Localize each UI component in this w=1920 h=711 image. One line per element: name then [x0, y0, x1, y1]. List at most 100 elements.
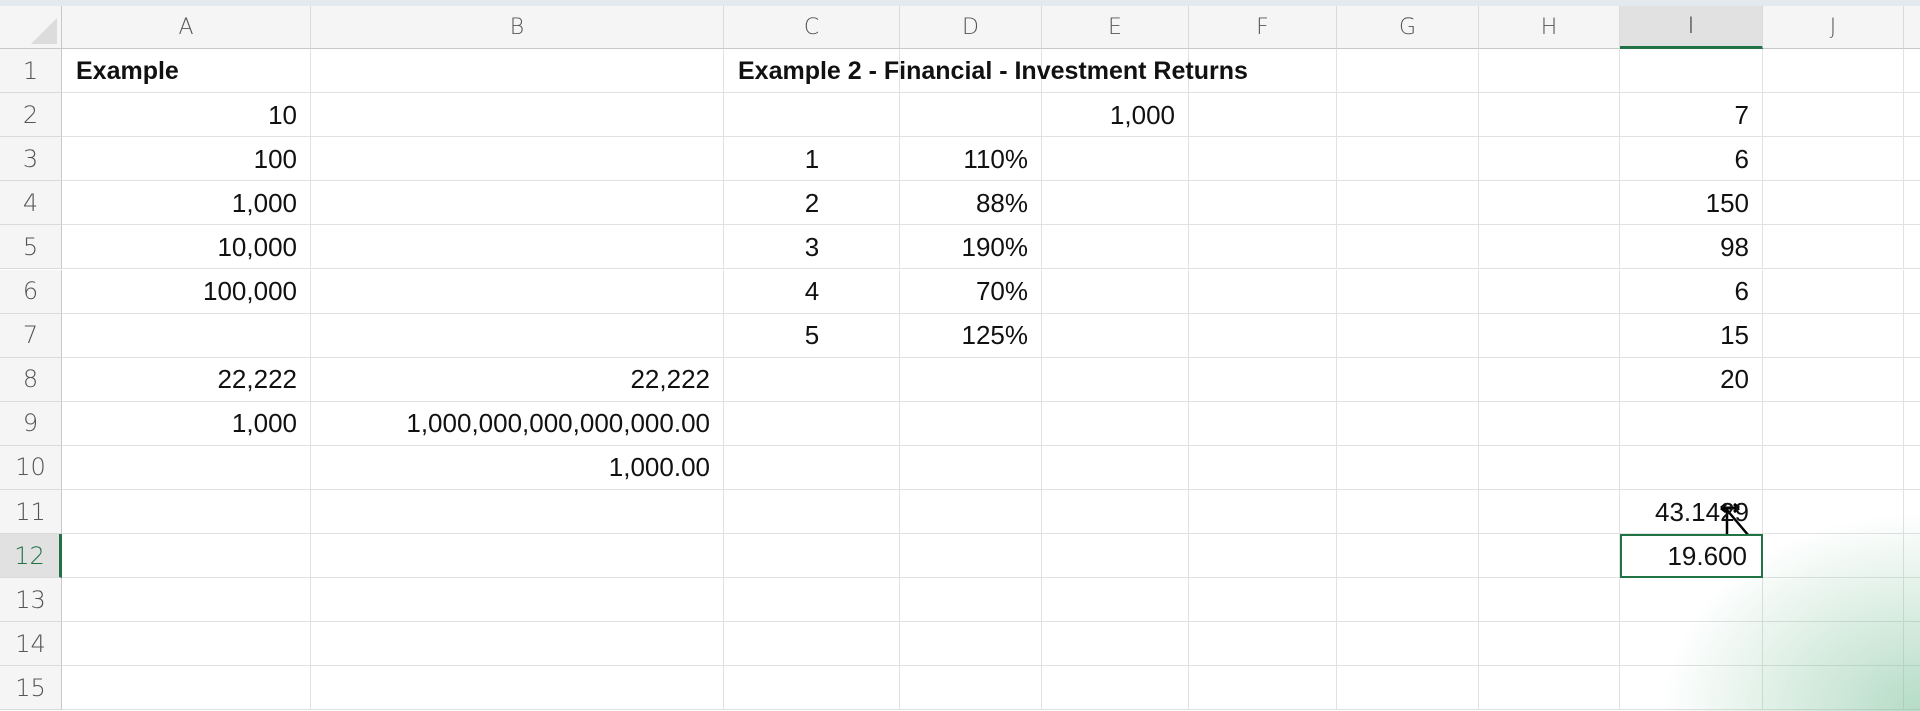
empty-cell[interactable] — [1042, 578, 1189, 623]
empty-cell[interactable] — [900, 666, 1042, 711]
empty-cell[interactable] — [1337, 490, 1479, 535]
select-all-button[interactable] — [0, 6, 62, 49]
empty-cell[interactable] — [1042, 181, 1189, 226]
empty-cell[interactable] — [724, 622, 900, 667]
empty-cell[interactable] — [1479, 666, 1620, 711]
empty-cell[interactable] — [1479, 313, 1620, 358]
cell-a1[interactable]: Example — [76, 56, 179, 85]
empty-cell[interactable] — [1337, 93, 1479, 138]
empty-cell[interactable] — [1337, 313, 1479, 358]
empty-cell[interactable] — [1189, 622, 1337, 667]
empty-cell[interactable] — [1904, 446, 1920, 490]
empty-cell[interactable] — [1620, 49, 1763, 94]
cell-a8[interactable]: 22,222 — [217, 364, 297, 395]
row-header-11[interactable]: 11 — [0, 490, 62, 535]
empty-cell[interactable] — [62, 357, 311, 402]
empty-cell[interactable] — [1904, 666, 1920, 711]
empty-cell[interactable] — [62, 401, 311, 446]
empty-cell[interactable] — [311, 578, 724, 623]
cell-a4[interactable]: 1,000 — [231, 187, 297, 218]
cell-c7[interactable]: 5 — [804, 320, 820, 351]
empty-cell[interactable] — [724, 490, 900, 535]
empty-cell[interactable] — [724, 181, 900, 226]
column-header-b[interactable]: B — [311, 6, 724, 49]
empty-cell[interactable] — [724, 401, 900, 446]
cell-i7[interactable]: 15 — [1720, 320, 1749, 351]
empty-cell[interactable] — [724, 357, 900, 402]
empty-cell[interactable] — [1042, 269, 1189, 314]
empty-cell[interactable] — [1337, 49, 1479, 94]
empty-cell[interactable] — [900, 313, 1042, 358]
empty-cell[interactable] — [311, 622, 724, 667]
empty-cell[interactable] — [62, 666, 311, 711]
empty-cell[interactable] — [311, 445, 724, 490]
empty-cell[interactable] — [1189, 357, 1337, 402]
cell-i12[interactable]: 19.600 — [1620, 534, 1763, 579]
cell-c6[interactable]: 4 — [804, 276, 820, 307]
cell-c3[interactable]: 1 — [804, 143, 820, 174]
empty-cell[interactable] — [724, 269, 900, 314]
empty-cell[interactable] — [1763, 181, 1904, 226]
empty-cell[interactable] — [1479, 225, 1620, 270]
empty-cell[interactable] — [1620, 225, 1763, 270]
empty-cell[interactable] — [1189, 578, 1337, 623]
empty-cell[interactable] — [1189, 313, 1337, 358]
empty-cell[interactable] — [311, 357, 724, 402]
row-header-7[interactable]: 7 — [0, 313, 62, 358]
empty-cell[interactable] — [62, 313, 311, 358]
row-header-15[interactable]: 15 — [0, 666, 62, 711]
empty-cell[interactable] — [900, 269, 1042, 314]
empty-cell[interactable] — [900, 225, 1042, 270]
empty-cell[interactable] — [311, 401, 724, 446]
empty-cell[interactable] — [1189, 225, 1337, 270]
empty-cell[interactable] — [1337, 181, 1479, 226]
cell-c5[interactable]: 3 — [804, 231, 820, 262]
row-header-8[interactable]: 8 — [0, 357, 62, 402]
cell-i5[interactable]: 98 — [1720, 231, 1749, 262]
empty-cell[interactable] — [1042, 666, 1189, 711]
empty-cell[interactable] — [1904, 490, 1920, 535]
empty-cell[interactable] — [62, 49, 311, 94]
empty-cell[interactable] — [1620, 269, 1763, 314]
column-header-d[interactable]: D — [900, 6, 1042, 49]
empty-cell[interactable] — [1337, 401, 1479, 446]
empty-cell[interactable] — [1042, 93, 1189, 138]
cell-i8[interactable]: 20 — [1720, 364, 1749, 395]
empty-cell[interactable] — [900, 137, 1042, 182]
column-header-j[interactable]: J — [1763, 6, 1904, 49]
empty-cell[interactable] — [62, 137, 311, 182]
empty-cell[interactable] — [62, 225, 311, 270]
empty-cell[interactable] — [1337, 666, 1479, 711]
empty-cell[interactable] — [1042, 490, 1189, 535]
empty-cell[interactable] — [1904, 622, 1920, 667]
empty-cell[interactable] — [1042, 225, 1189, 270]
empty-cell[interactable] — [1189, 401, 1337, 446]
cell-i2[interactable]: 7 — [1734, 99, 1749, 130]
cell-a5[interactable]: 10,000 — [217, 231, 297, 262]
row-header-3[interactable]: 3 — [0, 137, 62, 182]
empty-cell[interactable] — [1042, 137, 1189, 182]
empty-cell[interactable] — [1620, 445, 1763, 490]
empty-cell[interactable] — [1620, 93, 1763, 138]
empty-cell[interactable] — [724, 578, 900, 623]
empty-cell[interactable] — [1763, 622, 1904, 667]
cell-d3[interactable]: 110% — [963, 143, 1028, 174]
empty-cell[interactable] — [311, 313, 724, 358]
empty-cell[interactable] — [1763, 225, 1904, 270]
empty-cell[interactable] — [724, 225, 900, 270]
empty-cell[interactable] — [311, 225, 724, 270]
empty-cell[interactable] — [724, 445, 900, 490]
empty-cell[interactable] — [1763, 313, 1904, 358]
empty-cell[interactable] — [1337, 622, 1479, 667]
empty-cell[interactable] — [1763, 445, 1904, 490]
empty-cell[interactable] — [1479, 534, 1620, 579]
row-header-10[interactable]: 10 — [0, 445, 62, 490]
empty-cell[interactable] — [62, 269, 311, 314]
empty-cell[interactable] — [1904, 534, 1920, 579]
empty-cell[interactable] — [1189, 490, 1337, 535]
empty-cell[interactable] — [1904, 137, 1920, 182]
empty-cell[interactable] — [1904, 402, 1920, 446]
empty-cell[interactable] — [1337, 137, 1479, 182]
empty-cell[interactable] — [1763, 401, 1904, 446]
row-header-13[interactable]: 13 — [0, 578, 62, 623]
